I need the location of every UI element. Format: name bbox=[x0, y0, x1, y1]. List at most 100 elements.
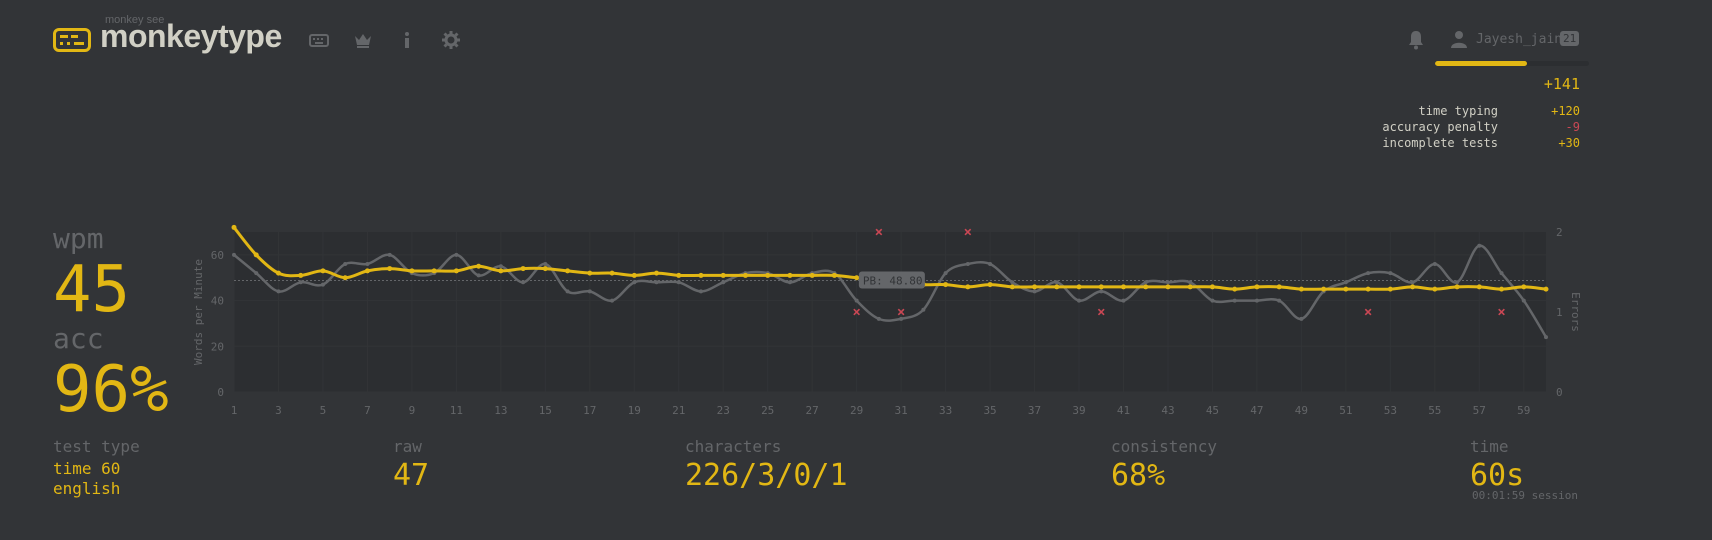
error-point bbox=[1364, 308, 1372, 316]
pb-label: PB: 48.80 bbox=[863, 274, 923, 287]
wpm-point bbox=[320, 268, 326, 274]
wpm-point bbox=[1076, 284, 1082, 290]
raw-value[interactable]: 47 bbox=[393, 458, 430, 493]
test-type-language[interactable]: english bbox=[53, 479, 121, 498]
raw-point bbox=[232, 252, 236, 257]
raw-point bbox=[498, 264, 503, 269]
bell-icon[interactable] bbox=[1407, 30, 1425, 50]
wpm-point bbox=[542, 266, 548, 272]
raw-point bbox=[1521, 298, 1526, 303]
acc-value[interactable]: 96% bbox=[53, 353, 169, 427]
user-icon[interactable] bbox=[1451, 30, 1467, 48]
error-mark-stroke bbox=[897, 308, 905, 316]
x-tick-label: 57 bbox=[1473, 404, 1486, 417]
xp-gained: +141 bbox=[1543, 75, 1580, 93]
y-tick-label: 60 bbox=[211, 249, 224, 262]
wpm-point bbox=[1276, 284, 1282, 290]
x-tick-label: 47 bbox=[1250, 404, 1263, 417]
raw-point bbox=[454, 252, 459, 257]
wpm-point bbox=[1499, 286, 1505, 292]
raw-point bbox=[787, 280, 792, 285]
acc-label: acc bbox=[53, 322, 104, 355]
gear-icon[interactable] bbox=[441, 30, 461, 50]
wpm-point bbox=[1343, 286, 1349, 292]
y-tick-label: 0 bbox=[217, 386, 224, 399]
y-tick-label: 40 bbox=[211, 295, 224, 308]
raw-label: raw bbox=[393, 437, 422, 456]
wpm-point bbox=[342, 275, 348, 281]
consistency-value[interactable]: 68% bbox=[1111, 458, 1166, 493]
wpm-point bbox=[409, 268, 415, 274]
characters-label: characters bbox=[685, 437, 782, 456]
wpm-point bbox=[854, 275, 860, 281]
wpm-point bbox=[1432, 286, 1438, 292]
raw-point bbox=[1143, 280, 1148, 285]
xp-breakdown-label: time typing bbox=[1418, 104, 1498, 118]
wpm-point bbox=[742, 272, 748, 278]
y2-tick-label: 0 bbox=[1556, 386, 1563, 399]
xp-breakdown-value: +30 bbox=[1558, 136, 1580, 150]
error-mark-stroke bbox=[1097, 308, 1105, 316]
y2-axis-label: Errors bbox=[1569, 292, 1582, 332]
wpm-label: wpm bbox=[53, 222, 104, 255]
raw-point bbox=[921, 307, 926, 312]
wpm-point bbox=[1365, 286, 1371, 292]
x-tick-label: 41 bbox=[1117, 404, 1130, 417]
x-tick-label: 23 bbox=[717, 404, 730, 417]
raw-point bbox=[676, 280, 681, 285]
raw-point bbox=[565, 289, 570, 294]
wpm-point bbox=[565, 268, 571, 274]
raw-point bbox=[988, 262, 993, 266]
wpm-point bbox=[453, 268, 459, 274]
info-icon[interactable] bbox=[397, 30, 417, 50]
error-point bbox=[964, 228, 972, 236]
wpm-point bbox=[587, 270, 593, 276]
raw-point bbox=[721, 280, 726, 285]
wpm-point bbox=[1009, 284, 1015, 290]
wpm-point bbox=[364, 268, 370, 274]
session-time: 00:01:59 session bbox=[1472, 489, 1578, 502]
username[interactable]: Jayesh_jain bbox=[1476, 32, 1563, 47]
characters-value[interactable]: 226/3/0/1 bbox=[685, 458, 848, 493]
wpm-point bbox=[987, 282, 993, 288]
raw-point bbox=[298, 280, 303, 285]
crown-icon[interactable] bbox=[353, 30, 373, 50]
raw-point bbox=[1121, 298, 1126, 303]
x-tick-label: 53 bbox=[1384, 404, 1397, 417]
logo-icon[interactable] bbox=[53, 28, 91, 52]
x-tick-label: 1 bbox=[231, 404, 238, 417]
raw-point bbox=[1232, 298, 1237, 303]
raw-point bbox=[1210, 298, 1215, 303]
wpm-point bbox=[1410, 284, 1416, 290]
wpm-point bbox=[1476, 284, 1482, 290]
error-mark-stroke bbox=[964, 228, 972, 236]
wpm-value[interactable]: 45 bbox=[53, 253, 131, 327]
raw-point bbox=[387, 252, 392, 257]
raw-point bbox=[1188, 280, 1193, 285]
x-tick-label: 55 bbox=[1428, 404, 1441, 417]
x-tick-label: 19 bbox=[628, 404, 641, 417]
x-tick-label: 59 bbox=[1517, 404, 1530, 417]
wpm-point bbox=[765, 272, 771, 278]
time-label: time bbox=[1470, 437, 1509, 456]
x-tick-label: 37 bbox=[1028, 404, 1041, 417]
wpm-point bbox=[387, 266, 393, 272]
raw-point bbox=[320, 282, 325, 287]
wpm-point bbox=[1187, 284, 1193, 290]
xp-breakdown-value: +120 bbox=[1551, 104, 1580, 118]
wpm-point bbox=[520, 266, 526, 272]
raw-point bbox=[1366, 271, 1371, 276]
raw-point bbox=[1544, 335, 1548, 340]
logo-tagline: monkey see bbox=[105, 14, 165, 26]
time-value[interactable]: 60s bbox=[1470, 458, 1525, 493]
keyboard-icon[interactable] bbox=[309, 30, 329, 50]
error-mark-stroke bbox=[1364, 308, 1372, 316]
test-type-mode[interactable]: time 60 bbox=[53, 459, 121, 478]
app-name[interactable]: monkeytype bbox=[100, 18, 282, 54]
x-tick-label: 35 bbox=[983, 404, 996, 417]
wpm-point bbox=[831, 272, 837, 278]
x-tick-label: 11 bbox=[450, 404, 463, 417]
x-tick-label: 21 bbox=[672, 404, 685, 417]
x-tick-label: 43 bbox=[1161, 404, 1174, 417]
xp-breakdown-label: accuracy penalty bbox=[1382, 120, 1498, 134]
